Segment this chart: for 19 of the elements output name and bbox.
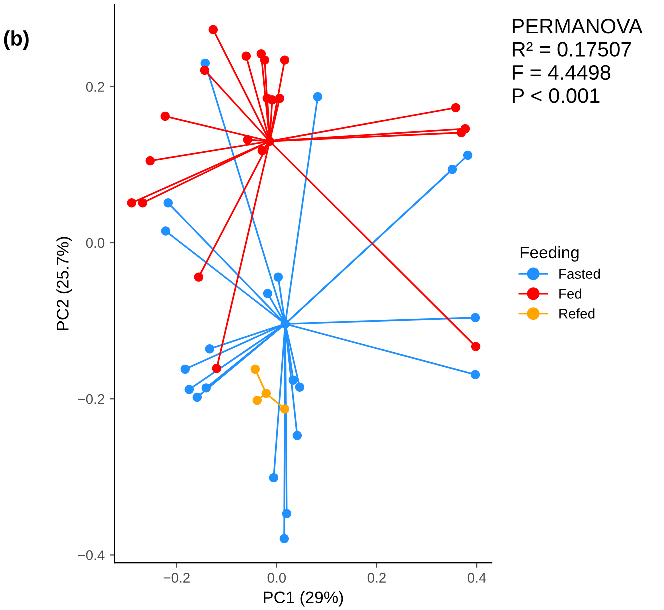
x-tick-label: 0.2 xyxy=(368,573,386,583)
y-tick-label: 0.0 xyxy=(86,238,105,248)
x-tick-label: 0.0 xyxy=(268,573,286,583)
text: PERMANOVA xyxy=(512,19,643,34)
y-axis-title: PC2 (25.7%) xyxy=(56,237,72,330)
x-axis-title: PC1 (29%) xyxy=(264,591,344,607)
text: P < 0.001 xyxy=(512,88,600,104)
text: (b) xyxy=(4,30,29,50)
x-tick-label: −0.2 xyxy=(164,573,190,583)
legend-label: Fasted xyxy=(560,268,600,280)
legend-title: Feeding xyxy=(520,246,579,262)
legend-label: Refed xyxy=(560,308,595,319)
y-tick-label: −0.4 xyxy=(78,550,105,560)
legend-label: Fed xyxy=(560,288,582,299)
y-tick-label: 0.2 xyxy=(86,82,104,92)
y-tick-label: −0.2 xyxy=(78,394,104,404)
text: F = 4.4498 xyxy=(512,65,611,80)
text: R² = 0.17507 xyxy=(512,42,632,57)
x-tick-label: 0.4 xyxy=(468,573,486,583)
